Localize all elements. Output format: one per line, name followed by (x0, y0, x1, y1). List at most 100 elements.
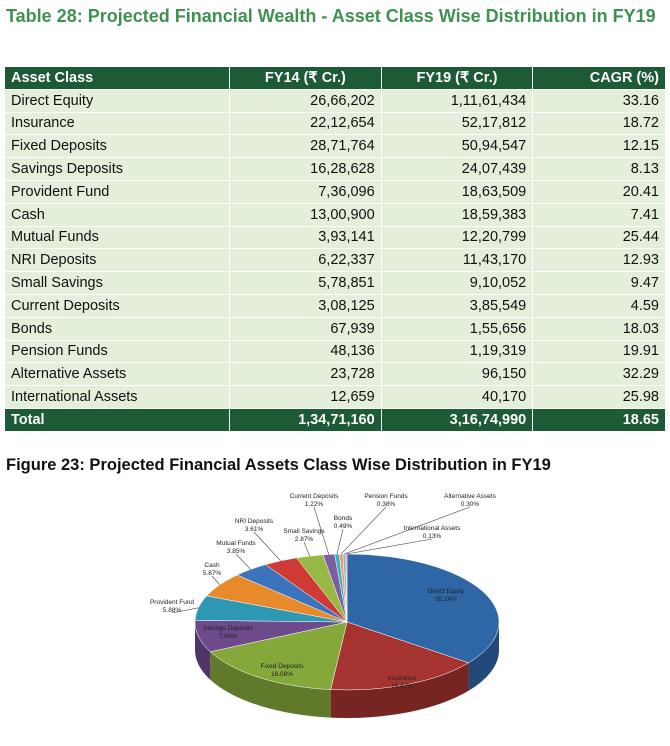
table-cell: 1,55,656 (380, 316, 534, 341)
table-cell: 96,150 (380, 362, 534, 387)
slice-side (210, 651, 331, 718)
table-cell: 12,659 (229, 385, 382, 409)
slice-label: Bonds (334, 515, 353, 522)
table-cell: 3,85,549 (380, 293, 534, 318)
table-cell: 12,20,799 (380, 225, 534, 250)
leader-line (235, 553, 251, 570)
table-cell: 1,11,61,434 (380, 88, 534, 113)
table-cell: 24,07,439 (380, 157, 534, 181)
slice-value-label: 0.38% (377, 501, 396, 508)
table-cell: 22,12,654 (229, 111, 382, 136)
table-cell: 12.93 (532, 248, 666, 273)
slice-label: Fixed Deposits (261, 663, 305, 670)
slice-value-label: 35.24% (435, 596, 457, 603)
slice-label: NRI Deposits (235, 518, 274, 525)
table-cell: 25.44 (532, 225, 666, 250)
table-cell: Cash (3, 202, 231, 227)
table-cell: 18,59,383 (380, 202, 534, 227)
table-cell: 3,93,141 (229, 225, 382, 250)
table-row: Insurance 22,12,654 52,17,812 18.72 (3, 111, 666, 136)
table-cell: Insurance (3, 111, 231, 136)
table-cell: 18,63,509 (380, 179, 534, 204)
table-cell: 5,78,851 (229, 271, 382, 295)
table-cell: 13,00,900 (229, 202, 382, 227)
table-cell: International Assets (3, 385, 231, 409)
table-cell: 19.91 (532, 339, 666, 364)
leader-line (344, 506, 471, 555)
table-row: Small Savings 5,78,851 9,10,052 9.47 (3, 271, 666, 295)
table-cell: 26,66,202 (229, 88, 382, 113)
pie-slice (330, 621, 470, 691)
header-cell: FY19 (₹ Cr.) (380, 66, 534, 90)
table-cell: Direct Equity (3, 88, 231, 113)
table-cell: 28,71,764 (229, 134, 382, 159)
slice-side (195, 622, 211, 680)
table-cell: Mutual Funds (3, 225, 231, 250)
table-cell: 23,728 (229, 362, 382, 387)
slice-value-label: 0.13% (423, 533, 442, 540)
table-row: Direct Equity 26,66,202 1,11,61,434 33.16 (3, 88, 666, 113)
pie-slice (209, 621, 348, 690)
slice-value-label: 2.87% (295, 536, 314, 543)
table-row: Provident Fund 7,36,096 18,63,509 20.41 (3, 179, 666, 204)
header-cell: CAGR (%) (532, 66, 666, 90)
table-row: Current Deposits 3,08,125 3,85,549 4.59 (3, 293, 666, 318)
table-row: Savings Deposits 16,28,628 24,07,439 8.13 (3, 157, 666, 181)
slice-label: Provident Fund (150, 599, 194, 606)
table-cell: Bonds (3, 316, 231, 341)
table-cell: Alternative Assets (3, 362, 231, 387)
slice-label: Pension Funds (364, 493, 408, 500)
slice-side (468, 622, 499, 691)
table-cell: Provident Fund (3, 179, 231, 204)
slice-value-label: 5.88% (163, 607, 182, 614)
total-cell: 3,16,74,990 (380, 407, 534, 432)
table-row: Alternative Assets 23,728 96,150 32.29 (3, 362, 666, 387)
table-row: Mutual Funds 3,93,141 12,20,799 25.44 (3, 225, 666, 250)
table-title: Table 28: Projected Financial Wealth - A… (6, 6, 656, 26)
table-cell: 7,36,096 (229, 179, 382, 204)
slice-label: Alternative Assets (444, 493, 496, 500)
table-cell: Current Deposits (3, 293, 231, 318)
table-cell: Savings Deposits (3, 157, 231, 181)
table-cell: 40,170 (380, 385, 534, 409)
table-cell: 67,939 (229, 316, 382, 341)
table-cell: Fixed Deposits (3, 134, 231, 159)
table-cell: 6,22,337 (229, 248, 382, 273)
slice-value-label: 16.47% (391, 683, 413, 690)
table-cell: 18.72 (532, 111, 666, 136)
slice-label: Mutual Funds (216, 540, 256, 547)
total-cell: 18.65 (532, 407, 666, 432)
leader-line (171, 607, 199, 614)
table-cell: 8.13 (532, 157, 666, 181)
leader-line (253, 531, 281, 562)
table-row: Pension Funds 48,136 1,19,319 19.91 (3, 339, 666, 364)
slice-value-label: 0.49% (334, 523, 353, 530)
pie-slice (346, 553, 500, 664)
header-row: Asset Class FY14 (₹ Cr.) FY19 (₹ Cr.) CAGR … (3, 66, 666, 90)
slice-label: Savings Deposits (203, 625, 254, 632)
slice-value-label: 3.61% (245, 526, 264, 533)
table-cell: 7.41 (532, 202, 666, 227)
table-cell: 9.47 (532, 271, 666, 295)
figure-title: Figure 23: Projected Financial Assets Cl… (6, 456, 551, 474)
table-cell: 1,19,319 (380, 339, 534, 364)
table-cell: 52,17,812 (380, 111, 534, 136)
slice-value-label: 16.08% (271, 671, 293, 678)
total-cell: 1,34,71,160 (229, 407, 382, 432)
table-cell: 9,10,052 (380, 271, 534, 295)
header-cell: Asset Class (3, 66, 231, 90)
table-cell: 32.29 (532, 362, 666, 387)
total-cell: Total (3, 407, 231, 432)
leader-line (340, 506, 387, 555)
table-cell: 12.15 (532, 134, 666, 159)
slice-label: Insurance (388, 675, 417, 682)
total-row: Total 1,34,71,160 3,16,74,990 18.65 (3, 407, 666, 432)
slice-label: Small Savings (283, 528, 325, 535)
leader-line (313, 506, 330, 555)
table-cell: 33.16 (532, 88, 666, 113)
table-cell: 3,08,125 (229, 293, 382, 318)
slice-value-label: 0.30% (461, 501, 480, 508)
table-row: Fixed Deposits 28,71,764 50,94,547 12.15 (3, 134, 666, 159)
